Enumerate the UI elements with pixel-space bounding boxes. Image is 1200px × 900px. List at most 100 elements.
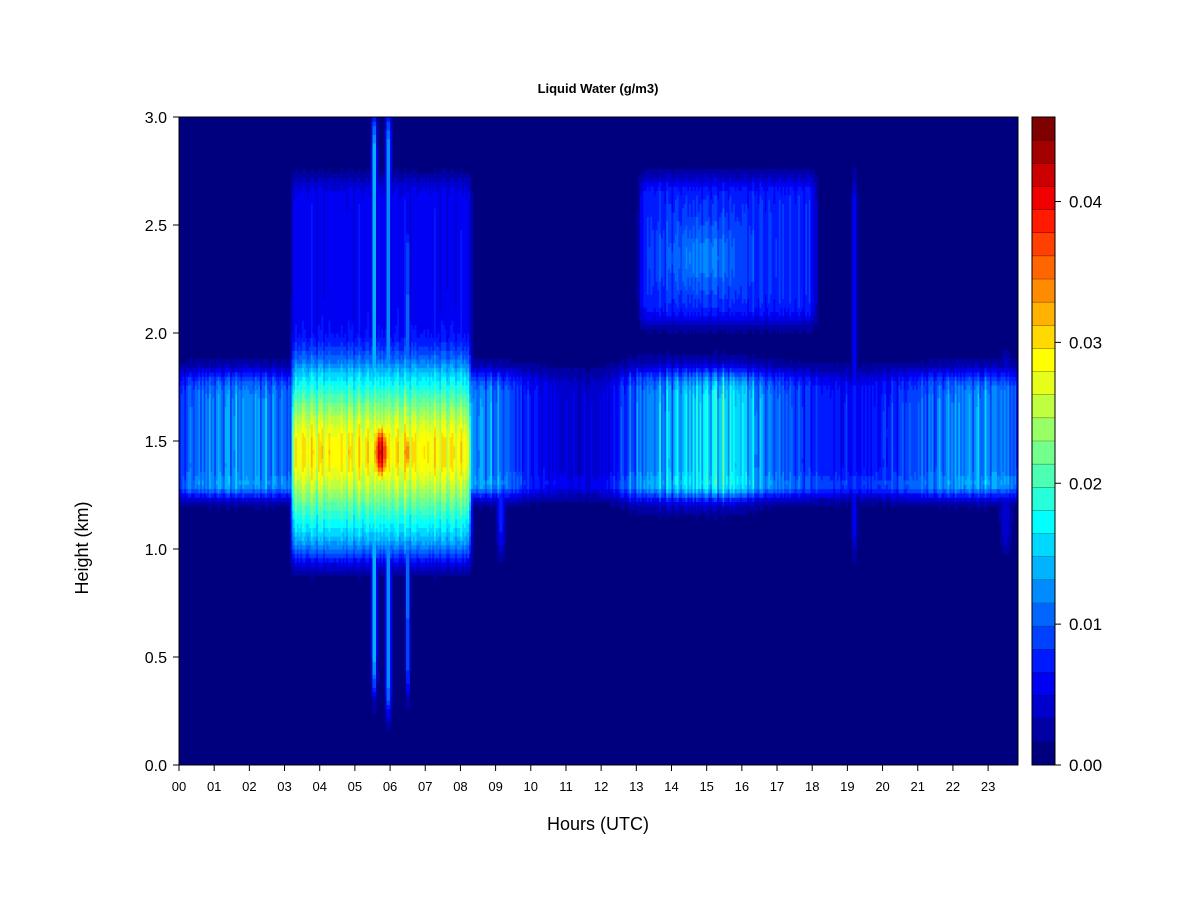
heatmap-cell [397,363,400,369]
heatmap-cell [191,497,194,503]
heatmap-cell [632,501,636,507]
heatmap-cell [602,497,606,503]
heatmap-cell [405,380,409,386]
heatmap-cell [432,419,435,429]
heatmap-cell [444,557,447,563]
heatmap-cell [319,384,323,390]
heatmap-cell [363,561,367,572]
heatmap-cell [555,367,558,382]
heatmap-cell [342,428,345,442]
heatmap-cell [444,561,447,567]
heatmap-cell [520,475,523,485]
heatmap-cell [265,397,268,490]
heatmap-cell [393,497,396,503]
heatmap-cell [448,194,451,338]
heatmap-cell [463,479,467,490]
heatmap-cell [435,402,439,412]
heatmap-cell [309,354,312,364]
heatmap-cell [448,531,451,541]
heatmap-cell [238,479,242,485]
heatmap-cell [465,402,469,408]
heatmap-cell [321,350,324,360]
heatmap-cell [342,410,345,420]
heatmap-cell [405,233,409,243]
heatmap-cell [404,514,407,524]
heatmap-cell [453,561,456,567]
heatmap-cell [379,540,382,546]
heatmap-cell [458,471,462,481]
heatmap-cell [221,371,224,377]
heatmap-cell [349,406,352,412]
heatmap-cell [404,549,407,554]
heatmap-cell [351,471,354,481]
heatmap-cell [321,484,324,490]
heatmap-cell [358,177,361,187]
heatmap-cell [638,471,641,490]
heatmap-cell [358,436,361,468]
heatmap-cell [462,497,465,507]
heatmap-cell [500,367,504,373]
heatmap-cell [381,466,384,472]
heatmap-cell [442,566,446,572]
heatmap-cell [439,389,442,395]
heatmap-cell [451,423,454,433]
heatmap-cell [645,492,648,498]
heatmap-cell [421,333,425,347]
heatmap-cell [416,505,419,516]
heatmap-cell [453,333,456,347]
heatmap-cell [300,337,303,351]
heatmap-cell [441,553,444,559]
heatmap-cell [442,423,446,438]
heatmap-cell [347,497,351,503]
heatmap-cell [351,531,354,541]
heatmap-cell [434,570,437,580]
heatmap-cell [356,345,360,356]
heatmap-cell [412,173,416,179]
heatmap-cell [404,536,407,541]
heatmap-cell [393,466,396,481]
heatmap-cell [335,402,338,412]
heatmap-cell [530,371,534,382]
heatmap-cell [446,173,449,183]
heatmap-cell [377,549,381,554]
heatmap-cell [321,553,324,559]
heatmap-cell [317,492,321,503]
heatmap-cell [530,380,534,477]
heatmap-cell [368,397,372,403]
heatmap-cell [419,402,423,408]
heatmap-cell [485,479,488,490]
heatmap-cell [370,553,374,559]
heatmap-cell [226,363,229,369]
heatmap-cell [513,492,516,498]
heatmap-cell [386,371,389,382]
heatmap-cell [381,544,384,550]
heatmap-cell [516,367,520,373]
heatmap-cell [353,527,356,537]
heatmap-cell [467,402,470,412]
heatmap-cell [254,488,257,494]
heatmap-cell [386,536,389,541]
heatmap-cell [312,177,316,187]
heatmap-cell [296,479,300,490]
heatmap-cell [342,518,345,528]
heatmap-cell [588,492,592,503]
heatmap-cell [425,363,428,369]
heatmap-cell [437,371,440,382]
heatmap-cell [386,510,389,520]
heatmap-cell [590,488,593,498]
heatmap-cell [455,393,458,403]
heatmap-cell [427,410,430,420]
heatmap-cell [251,393,254,490]
heatmap-cell [462,173,465,183]
heatmap-cell [319,419,323,429]
heatmap-cell [233,497,236,503]
heatmap-cell [212,488,215,494]
heatmap-cell [321,384,324,395]
heatmap-cell [437,561,440,572]
heatmap-cell [485,497,488,503]
heatmap-cell [439,484,442,494]
heatmap-cell [333,354,337,364]
heatmap-cell [226,488,229,494]
heatmap-cell [203,501,206,507]
heatmap-cell [441,393,444,403]
